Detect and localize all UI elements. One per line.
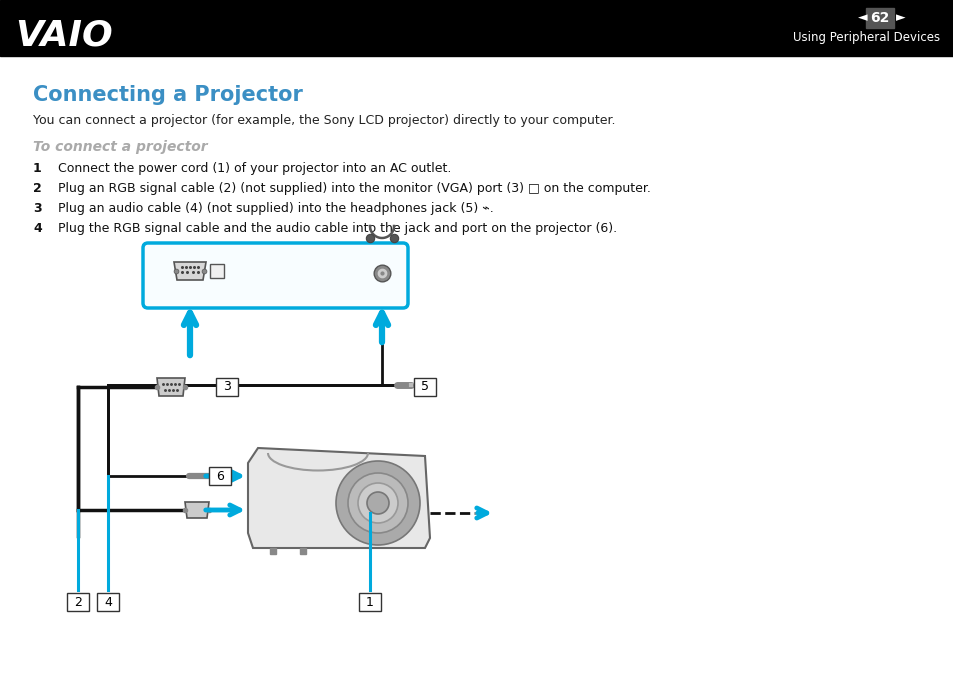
- Text: 62: 62: [869, 11, 889, 25]
- Text: 1: 1: [33, 162, 42, 175]
- Text: Plug the RGB signal cable and the audio cable into the jack and port on the proj: Plug the RGB signal cable and the audio …: [58, 222, 617, 235]
- Bar: [209, 467, 231, 485]
- Bar: [210, 264, 224, 278]
- Polygon shape: [173, 262, 206, 280]
- Bar: [97, 593, 119, 611]
- Circle shape: [335, 461, 419, 545]
- Text: 5: 5: [420, 381, 429, 394]
- Polygon shape: [185, 502, 209, 518]
- Bar: [414, 378, 436, 396]
- Bar: [67, 593, 89, 611]
- Text: VAIO: VAIO: [15, 18, 112, 52]
- Text: 2: 2: [74, 596, 82, 609]
- Text: ◄: ◄: [857, 11, 866, 24]
- Text: 4: 4: [33, 222, 42, 235]
- Bar: [865, 8, 893, 28]
- Text: ►: ►: [895, 11, 904, 24]
- Text: 2: 2: [33, 182, 42, 195]
- Text: 4: 4: [104, 596, 112, 609]
- Circle shape: [348, 473, 408, 533]
- Text: Connecting a Projector: Connecting a Projector: [33, 85, 302, 105]
- Circle shape: [367, 492, 389, 514]
- Text: Plug an audio cable (4) (not supplied) into the headphones jack (5) ⌁.: Plug an audio cable (4) (not supplied) i…: [58, 202, 494, 215]
- Circle shape: [357, 483, 397, 523]
- FancyBboxPatch shape: [143, 243, 408, 308]
- Text: Plug an RGB signal cable (2) (not supplied) into the monitor (VGA) port (3) □ on: Plug an RGB signal cable (2) (not suppli…: [58, 182, 650, 195]
- Bar: [358, 593, 380, 611]
- Bar: [0, 0, 953, 56]
- Polygon shape: [157, 378, 185, 396]
- Text: You can connect a projector (for example, the Sony LCD projector) directly to yo: You can connect a projector (for example…: [33, 114, 615, 127]
- Text: 1: 1: [366, 596, 374, 609]
- Text: 3: 3: [33, 202, 42, 215]
- Text: 6: 6: [215, 470, 224, 483]
- Text: Using Peripheral Devices: Using Peripheral Devices: [792, 32, 939, 44]
- Bar: [215, 378, 237, 396]
- Text: Connect the power cord (1) of your projector into an AC outlet.: Connect the power cord (1) of your proje…: [58, 162, 451, 175]
- Text: To connect a projector: To connect a projector: [33, 140, 208, 154]
- Polygon shape: [248, 448, 430, 548]
- Text: 3: 3: [223, 381, 231, 394]
